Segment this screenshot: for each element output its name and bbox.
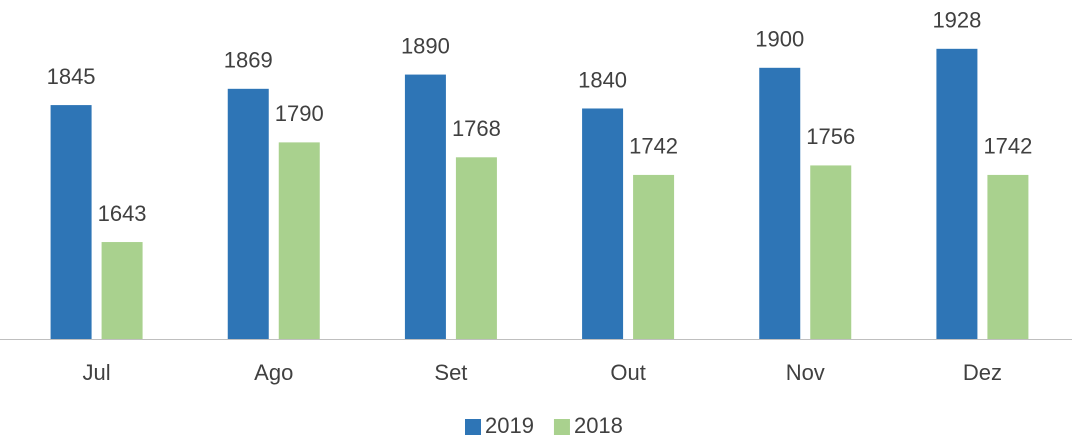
data-label: 1742 xyxy=(983,134,1032,159)
x-tick-label: Set xyxy=(434,360,467,385)
data-label: 1742 xyxy=(629,134,678,159)
data-label: 1845 xyxy=(47,64,96,89)
data-label: 1869 xyxy=(224,48,273,73)
bar xyxy=(759,67,801,340)
bar xyxy=(582,108,624,339)
legend-label: 2019 xyxy=(485,413,534,437)
bar xyxy=(633,174,675,339)
legend-swatch xyxy=(465,419,481,435)
bar xyxy=(227,88,269,340)
bar xyxy=(987,174,1029,339)
data-label: 1768 xyxy=(452,116,501,141)
legend-label: 2018 xyxy=(574,413,623,437)
legend-swatch xyxy=(553,419,570,435)
data-label: 1756 xyxy=(806,124,855,149)
bar xyxy=(50,105,92,339)
bar xyxy=(278,142,320,339)
x-tick-label: Out xyxy=(610,360,645,385)
data-label: 1643 xyxy=(98,201,147,226)
x-tick-label: Jul xyxy=(83,360,111,385)
data-label: 1840 xyxy=(578,67,627,92)
bar xyxy=(810,165,852,339)
data-label: 1900 xyxy=(755,27,804,52)
bar xyxy=(101,242,143,339)
data-label: 1890 xyxy=(401,33,450,58)
bar xyxy=(455,157,497,339)
bar xyxy=(936,48,978,339)
data-label: 1790 xyxy=(275,101,324,126)
data-label: 1928 xyxy=(932,8,981,33)
x-tick-label: Nov xyxy=(786,360,825,385)
bar xyxy=(404,74,446,339)
x-tick-label: Dez xyxy=(963,360,1002,385)
x-tick-label: Ago xyxy=(254,360,293,385)
